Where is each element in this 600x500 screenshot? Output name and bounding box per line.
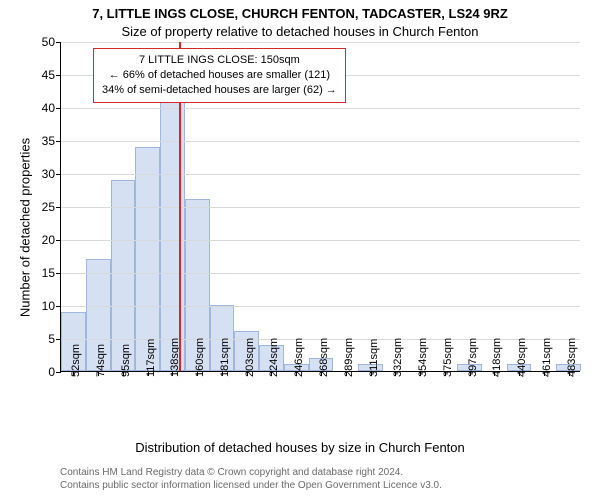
bar (135, 147, 160, 371)
x-tick-label: 95sqm (120, 344, 132, 377)
bar (160, 94, 185, 371)
gridline (61, 42, 580, 43)
y-tick (56, 339, 61, 340)
info-box: 7 LITTLE INGS CLOSE: 150sqm← 66% of deta… (93, 48, 346, 103)
y-tick (56, 306, 61, 307)
x-tick-label: 203sqm (244, 338, 256, 377)
x-tick-label: 440sqm (516, 338, 528, 377)
y-tick (56, 75, 61, 76)
chart-title-line1: 7, LITTLE INGS CLOSE, CHURCH FENTON, TAD… (0, 6, 600, 21)
gridline (61, 273, 580, 274)
x-tick-label: 268sqm (318, 338, 330, 377)
y-tick (56, 207, 61, 208)
footer-line2: Contains public sector information licen… (60, 479, 442, 492)
x-tick-label: 354sqm (417, 338, 429, 377)
y-tick-label: 25 (25, 200, 55, 214)
y-tick-label: 50 (25, 35, 55, 49)
y-tick-label: 45 (25, 68, 55, 82)
x-tick-label: 483sqm (566, 338, 578, 377)
plot-area: 0510152025303540455052sqm74sqm95sqm117sq… (60, 42, 580, 372)
y-tick-label: 40 (25, 101, 55, 115)
info-box-line3: 34% of semi-detached houses are larger (… (102, 83, 337, 98)
x-tick-label: 375sqm (442, 338, 454, 377)
y-tick (56, 108, 61, 109)
gridline (61, 141, 580, 142)
footer-text: Contains HM Land Registry data © Crown c… (60, 466, 442, 492)
y-tick-label: 30 (25, 167, 55, 181)
x-tick-label: 289sqm (343, 338, 355, 377)
y-tick-label: 10 (25, 299, 55, 313)
chart-title-line2: Size of property relative to detached ho… (0, 24, 600, 39)
x-tick-label: 224sqm (268, 338, 280, 377)
gridline (61, 207, 580, 208)
x-tick-label: 246sqm (293, 338, 305, 377)
y-tick-label: 5 (25, 332, 55, 346)
x-tick-label: 181sqm (219, 338, 231, 377)
y-axis-label: Number of detached properties (18, 128, 33, 328)
y-tick (56, 273, 61, 274)
info-box-line1: 7 LITTLE INGS CLOSE: 150sqm (102, 53, 337, 68)
x-tick-label: 418sqm (491, 338, 503, 377)
y-tick (56, 141, 61, 142)
gridline (61, 108, 580, 109)
x-tick-label: 52sqm (70, 344, 82, 377)
x-tick-label: 160sqm (194, 338, 206, 377)
x-tick-label: 74sqm (95, 344, 107, 377)
plot-inner: 0510152025303540455052sqm74sqm95sqm117sq… (60, 42, 580, 372)
y-tick-label: 0 (25, 365, 55, 379)
x-axis-label: Distribution of detached houses by size … (0, 440, 600, 455)
x-tick-label: 311sqm (368, 339, 380, 377)
bar (111, 180, 136, 371)
info-box-line2: ← 66% of detached houses are smaller (12… (102, 68, 337, 83)
y-tick (56, 42, 61, 43)
y-tick (56, 240, 61, 241)
footer-line1: Contains HM Land Registry data © Crown c… (60, 466, 442, 479)
gridline (61, 240, 580, 241)
y-tick-label: 35 (25, 134, 55, 148)
y-tick-label: 15 (25, 266, 55, 280)
gridline (61, 306, 580, 307)
x-tick-label: 397sqm (467, 338, 479, 377)
x-tick-label: 117sqm (145, 339, 157, 377)
y-tick-label: 20 (25, 233, 55, 247)
y-tick (56, 174, 61, 175)
gridline (61, 174, 580, 175)
x-tick-label: 461sqm (541, 338, 553, 377)
x-tick-label: 332sqm (392, 338, 404, 377)
y-tick (56, 372, 61, 373)
